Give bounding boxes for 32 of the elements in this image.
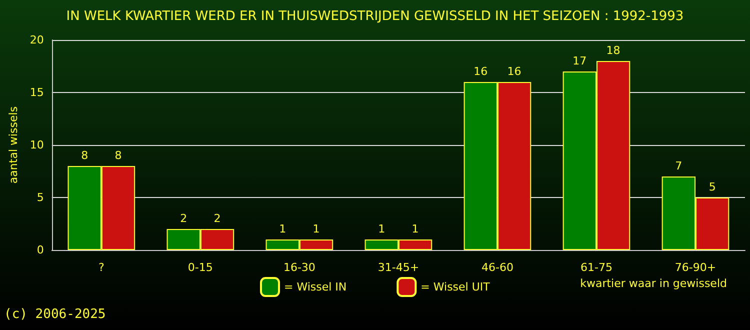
x-tick-label: 0-15 [188, 261, 213, 274]
data-label: 16 [474, 65, 488, 78]
x-tick-label: 76-90+ [674, 261, 716, 274]
data-label: 8 [114, 149, 122, 162]
x-tick-label: 31-45+ [378, 261, 420, 274]
x-axis-title: kwartier waar in gewisseld [580, 277, 727, 290]
data-label: 1 [412, 222, 419, 236]
y-tick-label: 5 [36, 191, 44, 204]
data-label: 5 [708, 180, 716, 194]
x-tick-label: 61-75 [580, 261, 612, 274]
data-label: 1 [378, 222, 386, 236]
data-label: 18 [606, 44, 620, 57]
data-label: 1 [279, 222, 286, 236]
y-axis-title: aantal wissels [7, 106, 20, 184]
data-label: 8 [81, 149, 88, 162]
x-tick-label: 16-30 [283, 261, 316, 274]
x-tick-label: 46-60 [481, 261, 514, 274]
data-label: 2 [214, 212, 221, 225]
data-label: 17 [572, 54, 587, 68]
data-label: 7 [675, 160, 682, 172]
y-tick-label: 15 [30, 86, 44, 99]
legend-label: = Wissel IN [284, 280, 347, 294]
legend-label: = Wissel UIT [420, 280, 490, 294]
data-label: 16 [507, 65, 522, 78]
data-label: 1 [312, 222, 320, 236]
data-label: 2 [180, 212, 188, 225]
chart-title: IN WELK KWARTIER WERD ER IN THUISWEDSTRIJDEN GEWISSELD IN HET SEIZOEN : 1992-1993 [66, 9, 684, 24]
y-tick-label: 0 [36, 244, 44, 256]
y-tick-label: 20 [30, 34, 44, 46]
y-tick-label: 10 [30, 138, 44, 152]
x-tick-label: ? [98, 261, 104, 274]
text: (c) 2006-2025 [4, 307, 106, 322]
